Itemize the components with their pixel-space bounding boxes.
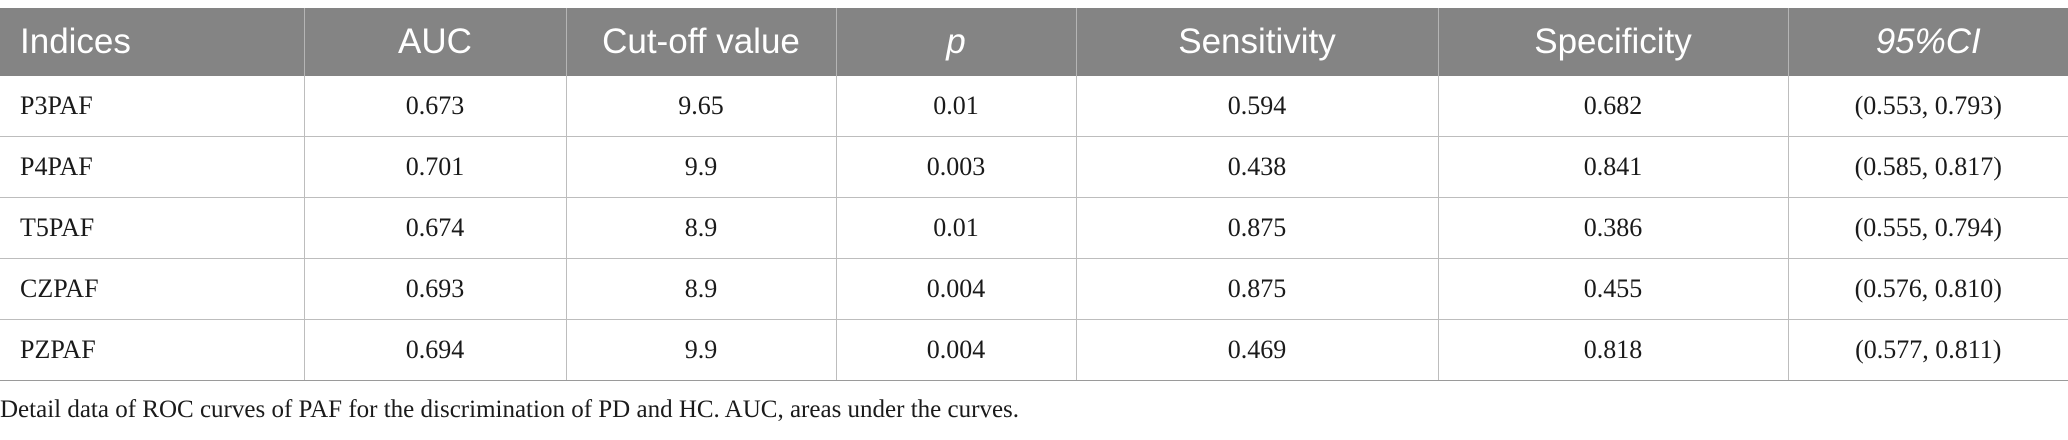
table-caption: Detail data of ROC curves of PAF for the… [0, 396, 1020, 423]
cell-cutoff: 9.9 [565, 136, 836, 198]
header-sensitivity: Sensitivity [1075, 8, 1438, 76]
cell-indices: T5PAF [0, 197, 304, 259]
header-auc: AUC [303, 8, 566, 76]
cell-p: 0.004 [835, 319, 1076, 381]
cell-95ci: (0.577, 0.811) [1787, 319, 2068, 381]
cell-p: 0.004 [835, 258, 1076, 320]
cell-auc: 0.701 [303, 136, 566, 198]
cell-auc: 0.674 [303, 197, 566, 259]
cell-cutoff: 8.9 [565, 258, 836, 320]
table-row: P4PAF 0.701 9.9 0.003 0.438 0.841 (0.585… [0, 136, 2068, 198]
cell-specificity: 0.386 [1437, 197, 1788, 259]
cell-95ci: (0.585, 0.817) [1787, 136, 2068, 198]
cell-specificity: 0.818 [1437, 319, 1788, 381]
header-cutoff-value: Cut-off value [565, 8, 836, 76]
cell-p: 0.003 [835, 136, 1076, 198]
header-row: Indices AUC Cut-off value p Sensitivity … [0, 8, 2068, 76]
cell-sensitivity: 0.875 [1075, 197, 1438, 259]
roc-table: Indices AUC Cut-off value p Sensitivity … [0, 8, 2068, 381]
cell-cutoff: 8.9 [565, 197, 836, 259]
cell-auc: 0.673 [303, 76, 566, 137]
cell-indices: P3PAF [0, 76, 304, 137]
cell-sensitivity: 0.438 [1075, 136, 1438, 198]
header-indices: Indices [20, 22, 131, 61]
table-row: PZPAF 0.694 9.9 0.004 0.469 0.818 (0.577… [0, 319, 2068, 381]
header-specificity: Specificity [1437, 8, 1788, 76]
cell-specificity: 0.455 [1437, 258, 1788, 320]
cell-indices: CZPAF [0, 258, 304, 320]
cell-sensitivity: 0.594 [1075, 76, 1438, 137]
header-p: p [835, 8, 1076, 76]
roc-table-container: Indices AUC Cut-off value p Sensitivity … [0, 8, 2068, 381]
cell-indices: P4PAF [0, 136, 304, 198]
cell-95ci: (0.555, 0.794) [1787, 197, 2068, 259]
cell-p: 0.01 [835, 197, 1076, 259]
table-row: P3PAF 0.673 9.65 0.01 0.594 0.682 (0.553… [0, 76, 2068, 137]
cell-specificity: 0.841 [1437, 136, 1788, 198]
cell-indices: PZPAF [0, 319, 304, 381]
cell-p: 0.01 [835, 76, 1076, 137]
header-95ci: 95%CI [1787, 8, 2068, 76]
cell-95ci: (0.553, 0.793) [1787, 76, 2068, 137]
cell-cutoff: 9.9 [565, 319, 836, 381]
cell-sensitivity: 0.469 [1075, 319, 1438, 381]
cell-cutoff: 9.65 [565, 76, 836, 137]
table-row: CZPAF 0.693 8.9 0.004 0.875 0.455 (0.576… [0, 258, 2068, 320]
cell-specificity: 0.682 [1437, 76, 1788, 137]
cell-auc: 0.693 [303, 258, 566, 320]
cell-auc: 0.694 [303, 319, 566, 381]
table-row: T5PAF 0.674 8.9 0.01 0.875 0.386 (0.555,… [0, 197, 2068, 259]
cell-sensitivity: 0.875 [1075, 258, 1438, 320]
cell-95ci: (0.576, 0.810) [1787, 258, 2068, 320]
